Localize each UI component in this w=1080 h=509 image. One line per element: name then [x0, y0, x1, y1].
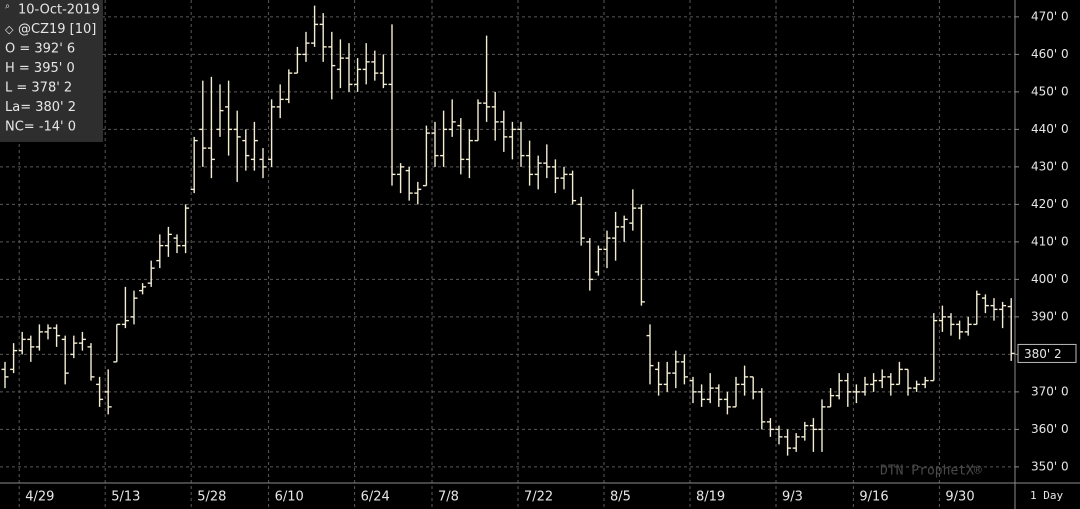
- x-tick-label: 6/10: [275, 490, 304, 505]
- x-tick-label: 8/19: [696, 490, 725, 505]
- x-tick-label: 8/5: [610, 490, 631, 505]
- last-price-box: [1017, 343, 1077, 363]
- search-icon: ⌕: [5, 2, 10, 12]
- y-tick-label: 430' 0: [1031, 159, 1069, 173]
- info-text: 10-Oct-2019 @CZ19 [10] O = 392' 6 H = 395' …: [5, 3, 100, 135]
- grid: [0, 0, 1015, 509]
- y-tick-label: 410' 0: [1031, 234, 1069, 248]
- info-panel-bg: [0, 0, 103, 142]
- x-tick-label: 9/3: [782, 490, 803, 505]
- last-price-tag: 380' 2: [1017, 343, 1077, 363]
- last-price-label: 380' 2: [1024, 347, 1062, 361]
- info-line: NC= -14' 0: [5, 120, 76, 135]
- interval-label: 1 Day: [1030, 489, 1063, 502]
- x-tick-label: 9/30: [945, 490, 974, 505]
- y-tick-label: 400' 0: [1031, 272, 1069, 286]
- y-tick-label: 460' 0: [1031, 47, 1069, 61]
- diamond-icon: ◇: [5, 23, 14, 36]
- info-panel: ⌕ ◇: [0, 0, 103, 142]
- info-line: O = 392' 6: [5, 42, 75, 57]
- y-tick-label: 370' 0: [1031, 384, 1069, 398]
- info-line: @CZ19 [10]: [18, 22, 96, 37]
- info-line: 10-Oct-2019: [18, 3, 100, 18]
- x-tick-label: 5/13: [111, 490, 140, 505]
- bars: [1, 5, 1015, 456]
- y-tick-label: 450' 0: [1031, 84, 1069, 98]
- x-tick-label: 7/8: [438, 490, 459, 505]
- watermark: DTN ProphetX®: [880, 464, 982, 479]
- y-tick-label: 420' 0: [1031, 197, 1069, 211]
- info-line: L = 378' 2: [5, 81, 72, 96]
- x-tick-label: 6/24: [361, 490, 390, 505]
- info-line: H = 395' 0: [5, 61, 75, 76]
- x-tick-label: 9/16: [859, 490, 888, 505]
- x-tick-label: 7/22: [524, 490, 553, 505]
- y-tick-label: 390' 0: [1031, 309, 1069, 323]
- y-tick-label: 350' 0: [1031, 459, 1069, 473]
- info-line: La= 380' 2: [5, 100, 76, 115]
- y-tick-label: 440' 0: [1031, 122, 1069, 136]
- y-tick-label: 470' 0: [1031, 9, 1069, 23]
- y-tick-label: 360' 0: [1031, 422, 1069, 436]
- x-tick-label: 4/29: [25, 490, 54, 505]
- x-tick-label: 5/28: [197, 490, 226, 505]
